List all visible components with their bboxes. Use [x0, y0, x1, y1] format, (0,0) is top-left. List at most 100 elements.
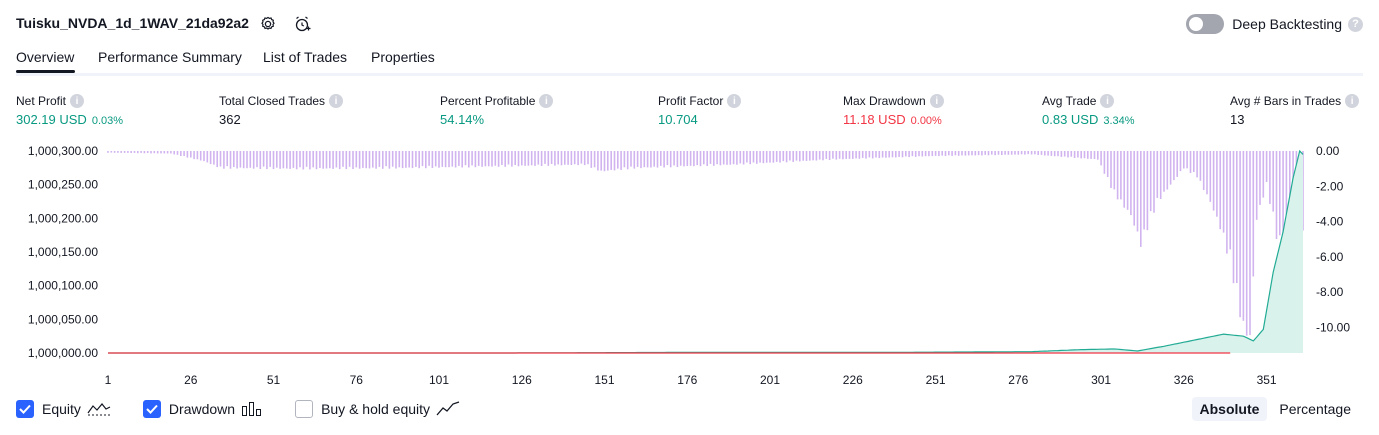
- drawdown-bar: [421, 151, 424, 167]
- drawdown-bar: [775, 151, 778, 162]
- drawdown-bar: [891, 151, 894, 158]
- drawdown-bar: [1255, 151, 1258, 220]
- bar-chart-icon: [242, 402, 262, 416]
- info-icon[interactable]: i: [329, 94, 344, 108]
- drawdown-bar: [1159, 151, 1162, 199]
- drawdown-bar: [928, 151, 930, 157]
- equity-drawdown-chart[interactable]: 1,000,300.00 1,000,250.00 1,000,200.00 1,00…: [0, 140, 1379, 390]
- drawdown-bar: [517, 151, 520, 167]
- drawdown-bar: [918, 151, 920, 157]
- right-axis-tick: -10.00: [1316, 320, 1350, 334]
- x-axis: 1 26 51 76 101 126 151 176 201 226 251 276 301 326 351: [105, 373, 1277, 387]
- drawdown-bar: [607, 151, 609, 171]
- drawdown-bar: [852, 151, 854, 159]
- drawdown-bar: [957, 151, 960, 156]
- tab-properties[interactable]: Properties: [371, 49, 435, 65]
- deep-backtesting-toggle[interactable]: [1186, 14, 1225, 34]
- drawdown-bar: [487, 151, 490, 167]
- drawdown-bar: [170, 151, 172, 154]
- info-icon[interactable]: i: [539, 94, 554, 108]
- drawdown-bar: [812, 151, 814, 161]
- drawdown-bar: [362, 151, 364, 168]
- drawdown-bar: [666, 151, 669, 166]
- tab-performance-summary[interactable]: Performance Summary: [98, 49, 242, 65]
- drawdown-bar: [481, 151, 483, 167]
- metric-value: 302.19 USD: [16, 112, 87, 127]
- drawdown-bar: [368, 151, 371, 169]
- drawdown-bar: [703, 151, 705, 165]
- info-icon[interactable]: i: [1345, 94, 1360, 108]
- drawdown-bar: [236, 151, 238, 169]
- add-alert-icon[interactable]: [291, 13, 313, 35]
- absolute-button[interactable]: Absolute: [1191, 397, 1268, 421]
- drawdown-bar: [620, 151, 622, 170]
- drawdown-bar: [1262, 151, 1265, 198]
- tab-list-of-trades[interactable]: List of Trades: [263, 49, 348, 65]
- help-icon[interactable]: ?: [1348, 16, 1363, 32]
- drawdown-bar: [411, 151, 414, 169]
- drawdown-bar: [418, 151, 420, 169]
- drawdown-bar: [1269, 151, 1271, 204]
- legend-buy-hold-equity[interactable]: Buy & hold equity: [295, 400, 460, 418]
- info-icon[interactable]: i: [70, 94, 85, 108]
- drawdown-bar: [951, 151, 953, 156]
- drawdown-bar: [630, 151, 632, 167]
- drawdown-bar: [1189, 151, 1192, 173]
- drawdown-bar: [497, 151, 500, 167]
- drawdown-bar: [954, 151, 957, 156]
- drawdown-bar: [305, 151, 308, 167]
- drawdown-bar: [272, 151, 275, 170]
- gear-icon[interactable]: [257, 13, 279, 35]
- drawdown-bar: [242, 151, 245, 169]
- drawdown-bar: [133, 151, 136, 153]
- metric-label: Profit Factor: [658, 94, 724, 108]
- drawdown-bar: [315, 151, 318, 170]
- drawdown-bar: [1034, 151, 1036, 155]
- drawdown-bar: [669, 151, 672, 168]
- info-icon[interactable]: i: [1100, 94, 1115, 108]
- drawdown-bar: [845, 151, 847, 159]
- legend-drawdown[interactable]: Drawdown: [142, 400, 263, 418]
- x-axis-tick: 126: [512, 373, 532, 387]
- drawdown-bar: [507, 151, 510, 165]
- drawdown-bar: [1279, 151, 1281, 236]
- drawdown-bar: [1229, 151, 1231, 250]
- drawdown-bar: [1004, 151, 1006, 155]
- drawdown-bar: [984, 151, 986, 155]
- left-axis-tick: 1,000,300.00: [28, 144, 98, 158]
- metric-percent-profitable: Percent Profitable i 54.14%: [440, 94, 554, 127]
- drawdown-bar: [805, 151, 808, 161]
- drawdown-bar: [117, 151, 119, 153]
- drawdown-bar: [722, 151, 725, 165]
- tab-overview[interactable]: Overview: [16, 49, 75, 65]
- drawdown-bar: [401, 151, 404, 169]
- drawdown-bar: [1077, 151, 1079, 158]
- drawdown-bar: [573, 151, 576, 165]
- drawdown-bar: [1106, 151, 1109, 177]
- legend-equity[interactable]: Equity: [16, 400, 111, 418]
- drawdown-bar: [643, 151, 646, 168]
- drawdown-bar: [650, 151, 652, 168]
- equity-checkbox[interactable]: [16, 400, 34, 418]
- drawdown-bar: [1070, 151, 1073, 157]
- x-axis-tick: 176: [677, 373, 697, 387]
- x-axis-tick: 26: [184, 373, 198, 387]
- drawdown-bar: [216, 151, 218, 168]
- drawdown-bar: [1007, 151, 1010, 155]
- info-icon[interactable]: i: [727, 94, 742, 108]
- drawdown-bar: [683, 151, 685, 167]
- drawdown-bar: [193, 151, 195, 160]
- drawdown-bar: [636, 151, 639, 167]
- drawdown-bar: [709, 151, 712, 164]
- drawdown-bar: [137, 151, 139, 154]
- buy-hold-checkbox[interactable]: [295, 400, 314, 418]
- info-icon[interactable]: i: [929, 94, 944, 108]
- drawdown-bar: [1186, 151, 1188, 169]
- drawdown-bar: [822, 151, 824, 161]
- drawdown-checkbox[interactable]: [142, 400, 161, 418]
- percentage-button[interactable]: Percentage: [1279, 401, 1351, 417]
- drawdown-bar: [828, 151, 831, 160]
- drawdown-bar: [1024, 151, 1026, 155]
- drawdown-bars: [107, 151, 1304, 336]
- drawdown-bar: [252, 151, 255, 169]
